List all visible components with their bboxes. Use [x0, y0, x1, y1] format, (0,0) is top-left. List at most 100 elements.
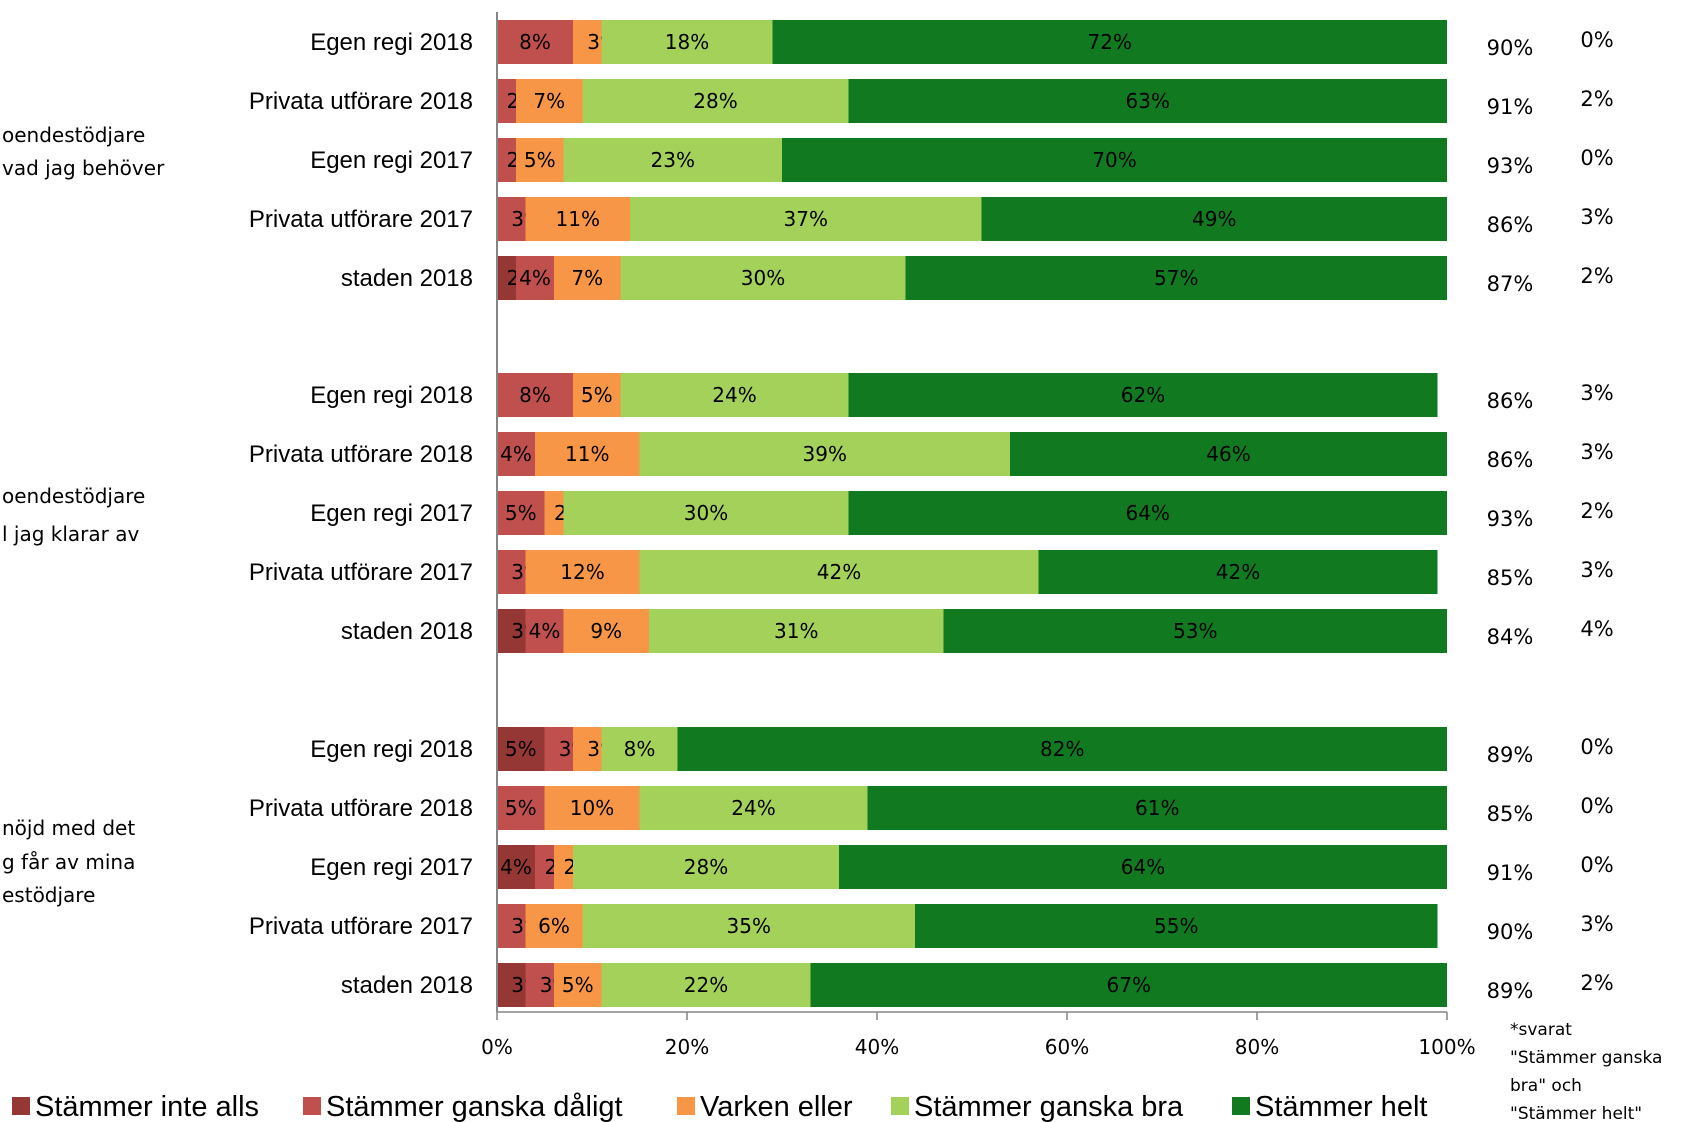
not-satisfied-share-label: 0%: [1580, 146, 1613, 170]
data-label: 31%: [774, 619, 818, 643]
footnote: *svarat "Stämmer ganska bra" och "Stämmer h…: [1510, 1020, 1662, 1122]
category-label: Egen regi 2018: [310, 29, 473, 56]
x-tick-label: 40%: [855, 1035, 899, 1059]
bar-segment: [582, 904, 915, 948]
bar-segment: [630, 197, 982, 241]
data-label: 7%: [533, 89, 565, 113]
bar-segment: [905, 256, 1447, 300]
bar-segment: [639, 786, 868, 830]
category-label: Egen regi 2017: [310, 500, 473, 527]
bar-segment: [848, 373, 1438, 417]
data-label: 49%: [1192, 207, 1236, 231]
bar-segment: [563, 609, 649, 653]
bar-segment: [810, 963, 1447, 1007]
satisfied-share-label: 91%: [1487, 95, 1534, 119]
data-label: 42%: [1216, 560, 1260, 584]
bar-segment: [649, 609, 944, 653]
bar-segment: [525, 197, 630, 241]
not-satisfied-share-label: 3%: [1580, 381, 1613, 405]
bar-segment: [848, 491, 1447, 535]
bar-segment: [848, 79, 1447, 123]
data-label: 4%: [519, 266, 551, 290]
bar-segment: [782, 138, 1447, 182]
x-tick-label: 60%: [1045, 1035, 1089, 1059]
data-label: 82%: [1040, 737, 1084, 761]
data-label: 10%: [570, 796, 614, 820]
x-tick-label: 100%: [1418, 1035, 1475, 1059]
category-label: Egen regi 2018: [310, 382, 473, 409]
bar-segment: [525, 963, 554, 1007]
bar-segment: [497, 904, 526, 948]
group-label-line: estödjare: [2, 883, 95, 907]
bar-segment: [497, 256, 516, 300]
satisfied-share-label: 90%: [1487, 36, 1534, 60]
category-label: Privata utförare 2018: [249, 441, 473, 468]
group-label-line: g får av mina: [2, 850, 135, 874]
bar-segment: [601, 963, 811, 1007]
bar-segment: [497, 79, 516, 123]
satisfied-share-label: 91%: [1487, 861, 1534, 885]
bar-segment: [677, 727, 1447, 771]
bar-segment: [516, 138, 564, 182]
footnote-line: "Stämmer helt": [1510, 1104, 1642, 1122]
legend-label: Stämmer ganska dåligt: [326, 1091, 623, 1122]
bar-segment: [563, 138, 782, 182]
not-satisfied-share-label: 4%: [1580, 617, 1613, 641]
satisfied-share-label: 85%: [1487, 566, 1534, 590]
bar-segment: [497, 138, 516, 182]
not-satisfied-share-label: 3%: [1580, 205, 1613, 229]
bar-segment: [554, 256, 621, 300]
bar-segment: [497, 786, 545, 830]
bar-segment: [554, 963, 602, 1007]
data-label: 12%: [560, 560, 604, 584]
data-label: 30%: [741, 266, 785, 290]
not-satisfied-share-label: 2%: [1580, 499, 1613, 523]
bar-segment: [867, 786, 1447, 830]
data-label: 72%: [1088, 30, 1132, 54]
data-label: 42%: [817, 560, 861, 584]
bar-segment: [497, 373, 573, 417]
bar-segment: [497, 20, 573, 64]
bar-segment: [497, 197, 526, 241]
legend-swatch: [303, 1097, 321, 1115]
category-label: Privata utförare 2017: [249, 559, 473, 586]
bar-segment: [525, 609, 564, 653]
data-label: 67%: [1107, 973, 1151, 997]
not-satisfied-share-label: 3%: [1580, 558, 1613, 582]
data-label: 24%: [712, 383, 756, 407]
not-satisfied-share-label: 0%: [1580, 28, 1613, 52]
data-label: 9%: [590, 619, 622, 643]
bar-segment: [1010, 432, 1447, 476]
data-label: 57%: [1154, 266, 1198, 290]
data-label: 5%: [581, 383, 613, 407]
footnote-line: *svarat: [1510, 1020, 1572, 1040]
data-label: 30%: [684, 501, 728, 525]
category-label: staden 2018: [341, 265, 473, 292]
group-label-line: oendestödjare: [2, 484, 145, 508]
group-label-line: nöjd med det: [2, 816, 135, 840]
data-label: 7%: [571, 266, 603, 290]
bar-segment: [544, 491, 564, 535]
satisfied-share-label: 86%: [1487, 213, 1534, 237]
not-satisfied-share-label: 0%: [1580, 853, 1613, 877]
x-tick-label: 0%: [481, 1035, 513, 1059]
bar-segment: [535, 845, 554, 889]
group-labels: oendestödjare vad jag behöver oendestödja…: [2, 123, 165, 907]
footnote-line: "Stämmer ganska: [1510, 1048, 1662, 1068]
category-label: Egen regi 2017: [310, 147, 473, 174]
legend: Stämmer inte alls Stämmer ganska dåligt Va…: [12, 1091, 1427, 1122]
data-label: 46%: [1206, 442, 1250, 466]
bar-segment: [573, 373, 621, 417]
data-label: 70%: [1092, 148, 1136, 172]
satisfied-share-label: 86%: [1487, 389, 1534, 413]
not-satisfied-share-label: 2%: [1580, 264, 1613, 288]
bar-segment: [639, 550, 1039, 594]
bar-segment: [525, 904, 583, 948]
bar-segment: [573, 845, 839, 889]
bar-segment: [516, 79, 583, 123]
legend-label: Stämmer inte alls: [35, 1091, 259, 1122]
bar-segment: [544, 727, 573, 771]
satisfied-share-label: 93%: [1487, 154, 1534, 178]
not-satisfied-share-label: 2%: [1580, 87, 1613, 111]
